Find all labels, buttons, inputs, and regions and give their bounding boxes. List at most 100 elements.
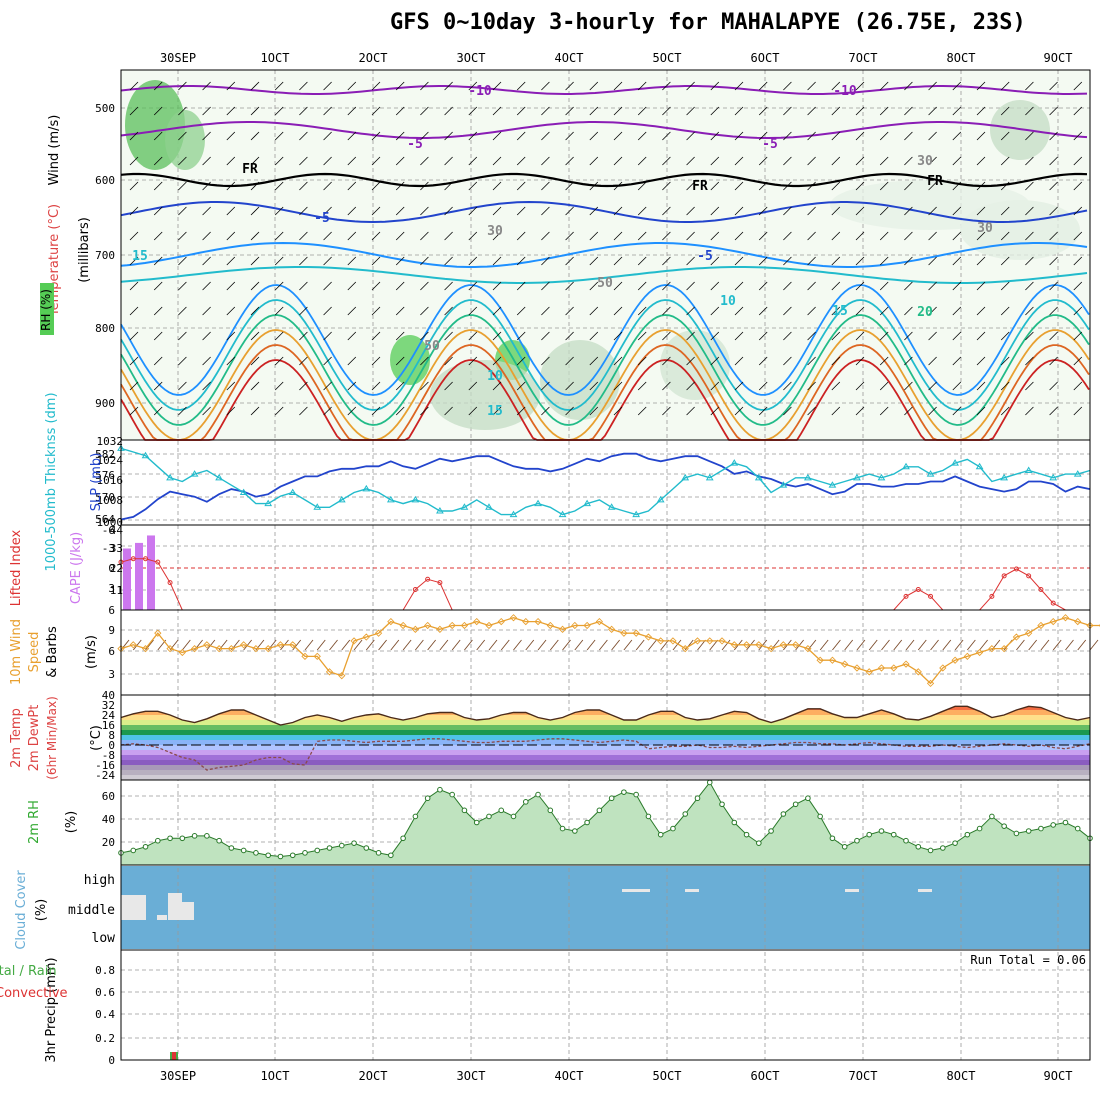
wind10-marker [755,641,763,649]
thickness-tick: 582 [95,448,115,461]
wind-barb [758,131,768,141]
wind-barb [129,256,139,266]
wind-barb [807,156,816,166]
wind10-marker [902,660,910,668]
wind-barb [783,106,792,116]
wind-barb [1049,356,1058,366]
wind-barb [1073,356,1083,366]
wind-barb [202,306,211,316]
wind-barb [444,81,453,91]
wind10-marker [841,660,849,668]
wind-barb [831,281,841,291]
wind10-marker [1061,614,1070,622]
wind-barb [274,181,284,191]
wind-barb [831,306,841,316]
cape-bar [123,548,131,610]
wind-barb [589,231,599,241]
lifted-index-marker [425,576,431,582]
wind-barb [202,181,211,191]
wind-barb [807,181,816,191]
contour-label: -10 [833,84,857,99]
wind-barb [129,356,139,366]
wind-barb [347,156,357,166]
precip-convective-label: Convective [0,986,68,1001]
wind-barb [202,156,211,166]
wind-barb [710,131,720,141]
wind-barb [347,306,357,316]
wind-barb [371,206,381,216]
wind-barb [686,406,695,416]
precip-convective-bar [172,1052,176,1060]
rh2m-unit-label: (%) [64,811,79,834]
wind-barb [323,381,332,391]
wind10-marker [399,621,407,630]
wind-barb [879,281,889,291]
wind-barb [565,306,574,316]
wind-barb [299,156,308,166]
temp-band [121,765,1090,770]
wind-barb [347,231,357,241]
wind-barb [250,81,260,91]
wind-barb [565,156,574,166]
wind10-marker [816,656,824,664]
wind-barb [178,256,187,266]
wind-barb [153,331,163,341]
rh2m-marker [154,837,161,844]
wind-barb [807,106,816,116]
wind-barb [904,381,913,391]
wind-barb [420,381,429,391]
wind10-marker [681,644,689,653]
lifted-index-marker [155,559,161,565]
wind-barb [855,106,865,116]
temp-band [121,750,1090,755]
wind-barb [928,406,937,416]
thickness-marker [485,503,493,510]
wind-barb [226,406,236,416]
wind-barb [371,181,381,191]
wind-barb [129,231,139,241]
wind-barb [153,181,163,191]
wind10-marker [313,652,321,661]
contour-label: -5 [314,211,330,226]
wind-barb [904,81,913,91]
wind-barb [783,81,792,91]
cloud-cover-label: Cloud Cover [14,870,29,950]
wind-barb [1025,281,1034,291]
wind-speed-tick: 3 [108,668,115,681]
rh-legend-swatch [40,283,54,335]
wind10-barb [500,639,510,651]
wind-barb [323,106,332,116]
wind-barb [807,381,816,391]
wind-barb [420,106,429,116]
wind-barb [202,106,211,116]
wind-barb [613,181,623,191]
wind-barb [129,206,139,216]
wind-barb [274,281,284,291]
wind10-marker [779,641,787,649]
wind-barb [710,106,720,116]
cloud-block [182,902,194,920]
wind10-barb [537,639,547,651]
wind-barb [299,81,308,91]
thickness-marker [681,473,690,481]
thickness-marker [190,470,199,477]
wind10-unit-label: (m/s) [84,635,99,669]
wind-barb [662,331,671,341]
wind-barb [516,381,526,391]
wind-barb [129,81,139,91]
slp-tick: 1008 [97,494,124,507]
slp-line [120,452,1091,521]
wind10-barb [966,639,976,651]
wind-barb [613,406,623,416]
wind-barb [129,181,139,191]
lifted-index-marker [1038,587,1044,592]
wind10-marker [706,637,714,645]
wind-barb [492,356,502,366]
rh2m-marker [890,831,897,838]
temp-band [121,715,1090,720]
thickness-marker [264,499,273,507]
wind-barb [395,231,405,241]
wind-barb [541,306,550,316]
wind10-marker [448,621,456,630]
rh2m-marker [228,845,235,851]
